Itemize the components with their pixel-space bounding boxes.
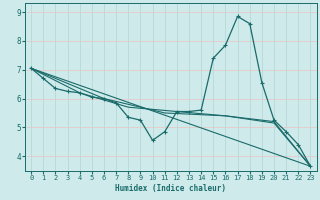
X-axis label: Humidex (Indice chaleur): Humidex (Indice chaleur) — [115, 184, 226, 193]
